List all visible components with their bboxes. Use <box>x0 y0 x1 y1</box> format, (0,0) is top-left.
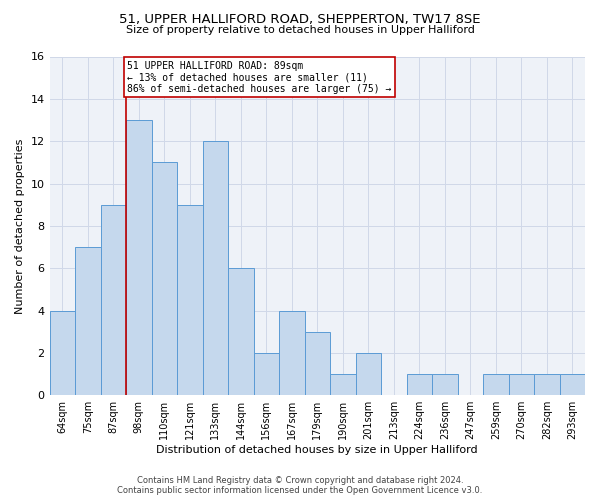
Bar <box>407 374 432 395</box>
Bar <box>254 353 279 395</box>
Bar <box>279 310 305 395</box>
Bar <box>356 353 381 395</box>
Bar <box>203 141 228 395</box>
Text: 51 UPPER HALLIFORD ROAD: 89sqm
← 13% of detached houses are smaller (11)
86% of : 51 UPPER HALLIFORD ROAD: 89sqm ← 13% of … <box>127 60 392 94</box>
Bar <box>560 374 585 395</box>
Bar <box>228 268 254 395</box>
Bar <box>432 374 458 395</box>
Bar <box>330 374 356 395</box>
Text: 51, UPPER HALLIFORD ROAD, SHEPPERTON, TW17 8SE: 51, UPPER HALLIFORD ROAD, SHEPPERTON, TW… <box>119 12 481 26</box>
Bar <box>509 374 534 395</box>
Bar <box>534 374 560 395</box>
Y-axis label: Number of detached properties: Number of detached properties <box>15 138 25 314</box>
Text: Contains HM Land Registry data © Crown copyright and database right 2024.
Contai: Contains HM Land Registry data © Crown c… <box>118 476 482 495</box>
Bar <box>126 120 152 395</box>
X-axis label: Distribution of detached houses by size in Upper Halliford: Distribution of detached houses by size … <box>157 445 478 455</box>
Bar <box>483 374 509 395</box>
Bar <box>75 247 101 395</box>
Bar <box>101 204 126 395</box>
Bar <box>177 204 203 395</box>
Bar <box>50 310 75 395</box>
Bar <box>305 332 330 395</box>
Bar <box>152 162 177 395</box>
Text: Size of property relative to detached houses in Upper Halliford: Size of property relative to detached ho… <box>125 25 475 35</box>
